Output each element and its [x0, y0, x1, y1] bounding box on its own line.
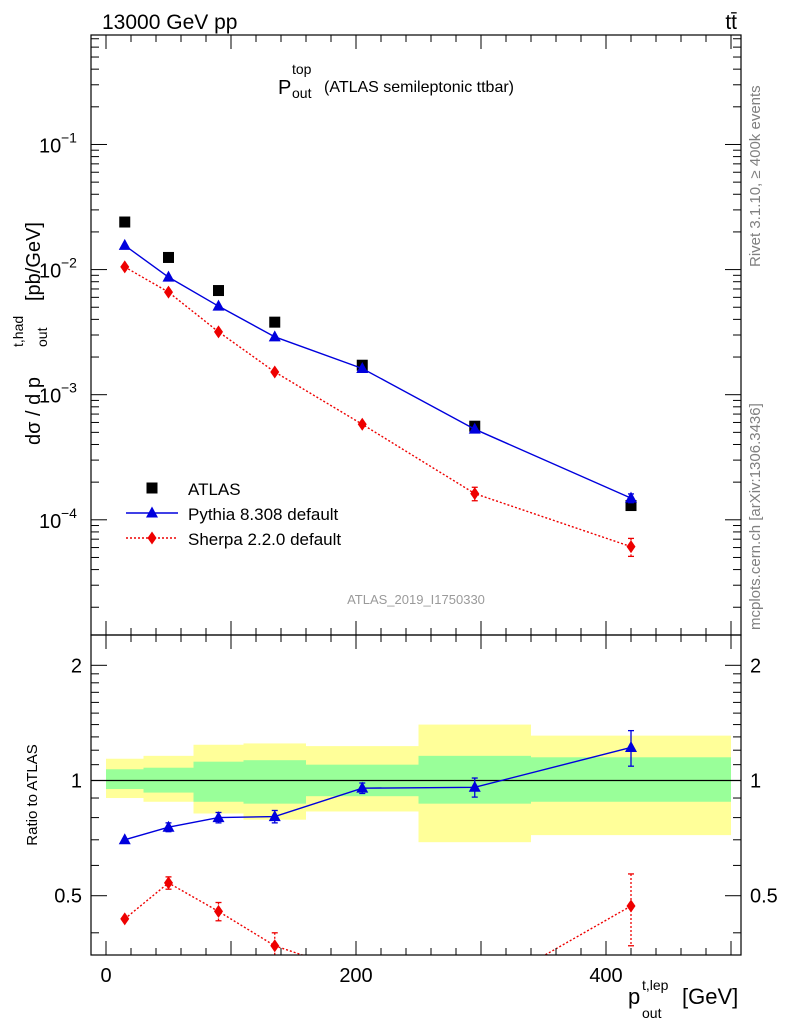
- ratio-y-tick-label: 1: [71, 771, 82, 793]
- ylabel-main-pre: dσ / d p: [23, 377, 45, 445]
- ratio-y-tick-label-right: 0.5: [750, 886, 778, 908]
- ylabel-main-unit: [pb/GeV]: [23, 222, 45, 301]
- atlas-point: [625, 500, 637, 512]
- main-panel: 10−110−210−310−4 P top out (ATLAS semile…: [10, 34, 742, 636]
- ratio-y-axis-label: Ratio to ATLAS: [24, 744, 41, 845]
- svg-text:−1: −1: [61, 129, 77, 145]
- svg-text:−3: −3: [61, 380, 77, 396]
- legend-entry: Pythia 8.308 default: [126, 505, 339, 524]
- xlabel-unit: [GeV]: [682, 984, 738, 1009]
- sherpa-ratio-error-bar: [628, 873, 634, 947]
- pythia-point: [625, 491, 637, 503]
- sherpa-point: [470, 487, 480, 501]
- legend-entry: Sherpa 2.2.0 default: [126, 530, 341, 549]
- pythia-ratio-point: [212, 811, 225, 823]
- plot-title-rest: (ATLAS semileptonic ttbar): [324, 79, 514, 96]
- atlas-point: [119, 216, 131, 228]
- sherpa-point: [270, 365, 280, 379]
- y-tick-label: 10 −4: [39, 505, 77, 533]
- pythia-ratio-point: [268, 810, 281, 822]
- legend-marker: [146, 482, 158, 494]
- svg-text:10: 10: [39, 135, 61, 157]
- ratio-frame: [90, 634, 742, 956]
- sherpa-ratio-point: [120, 912, 130, 926]
- legend: ATLAS Pythia 8.308 default Sherpa 2.2.0 de…: [126, 480, 341, 549]
- plot-title: P: [278, 77, 291, 99]
- svg-text:10: 10: [39, 386, 61, 408]
- plot-title-sup: top: [292, 61, 312, 77]
- atlas-point: [213, 285, 224, 297]
- pythia-point: [118, 238, 131, 250]
- process-label: tt̄: [725, 11, 737, 34]
- sherpa-point: [626, 540, 636, 554]
- pythia-line: [124, 244, 632, 499]
- sherpa-ratio-line: [124, 882, 632, 955]
- legend-label: ATLAS: [188, 480, 241, 499]
- ylabel-main-sub: out: [34, 327, 50, 347]
- y-tick-label: 10 −3: [39, 380, 77, 408]
- x-axis-label: p t,lep out [GeV]: [628, 977, 738, 1021]
- atlas-point: [163, 251, 174, 263]
- y-tick-label: 10 −2: [39, 255, 77, 283]
- x-tick-label: 0: [100, 965, 111, 987]
- sherpa-ratio-point: [626, 899, 636, 913]
- pythia-ratio-point: [162, 820, 175, 832]
- xlabel-sup: t,lep: [642, 977, 669, 993]
- legend-marker: [146, 506, 158, 518]
- main-y-axis-label: dσ / d p t,had out [pb/GeV]: [10, 222, 50, 445]
- sherpa-point: [120, 260, 130, 274]
- pythia-ratio-point: [356, 781, 369, 793]
- svg-text:−2: −2: [61, 255, 77, 271]
- pythia-point: [268, 330, 281, 342]
- svg-text:10: 10: [39, 511, 61, 533]
- svg-text:dσ / d p: dσ / d p: [23, 377, 45, 445]
- band-inner: [193, 761, 244, 802]
- sherpa-point: [164, 285, 173, 299]
- plot-title-sub: out: [292, 85, 312, 101]
- sherpa-point: [214, 325, 223, 339]
- x-tick-label: 200: [339, 965, 372, 987]
- legend-label: Pythia 8.308 default: [188, 505, 339, 524]
- svg-text:10: 10: [39, 261, 61, 283]
- ratio-y-tick-label-right: 2: [750, 655, 761, 677]
- legend-marker: [147, 531, 157, 545]
- pythia-ratio-point: [468, 780, 481, 792]
- ratio-panel: 0.5 0.5 1 1 2 2 0 200 400 Ratio to ATLAS: [24, 634, 778, 1007]
- y-tick-label: 10 −1: [39, 129, 77, 157]
- pythia-point: [356, 361, 369, 373]
- pythia-point: [468, 422, 481, 434]
- mcplots-label: mcplots.cern.ch [arXiv:1306.3436]: [747, 403, 764, 630]
- sherpa-ratio-point: [164, 876, 173, 890]
- svg-text:−4: −4: [61, 505, 77, 521]
- sherpa-ratio-point: [270, 939, 280, 953]
- band-inner: [106, 769, 144, 790]
- ratio-y-tick-label: 2: [71, 655, 82, 677]
- pythia-ratio-point: [118, 833, 131, 845]
- pythia-point: [162, 270, 175, 282]
- xlabel-main: p: [628, 984, 640, 1009]
- ylabel-main-sup: t,had: [10, 316, 26, 347]
- sherpa-point: [357, 417, 367, 431]
- band-inner: [243, 760, 306, 804]
- energy-label: 13000 GeV pp: [102, 11, 237, 34]
- pythia-ratio-point: [625, 740, 637, 752]
- legend-label: Sherpa 2.2.0 default: [188, 530, 341, 549]
- xlabel-sub: out: [642, 1005, 662, 1021]
- pythia-point: [212, 299, 225, 311]
- sherpa-ratio-point: [470, 989, 479, 1002]
- ratio-y-tick-label: 0.5: [54, 886, 82, 908]
- analysis-watermark: ATLAS_2019_I1750330: [347, 592, 485, 607]
- sherpa-ratio-point: [214, 904, 223, 918]
- sherpa-ratio-error-bar: [472, 983, 478, 1007]
- atlas-point: [269, 316, 281, 328]
- ratio-y-tick-label-right: 1: [750, 771, 761, 793]
- rivet-label: Rivet 3.1.10, ≥ 400k events: [747, 85, 764, 267]
- x-tick-label: 400: [589, 965, 622, 987]
- legend-entry: ATLAS: [146, 480, 241, 499]
